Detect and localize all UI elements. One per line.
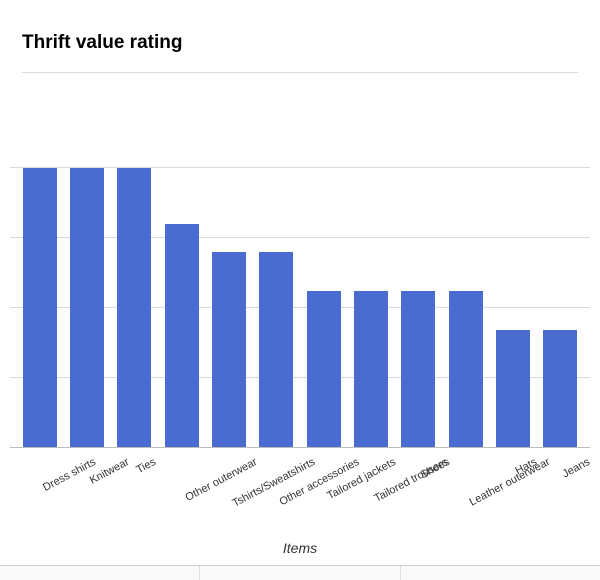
- bar-slot: [442, 168, 489, 448]
- bar-slot: [253, 168, 300, 448]
- x-label: Ties: [135, 456, 159, 476]
- bar-slot: [347, 168, 394, 448]
- bar-slot: [205, 168, 252, 448]
- bar: [307, 291, 341, 448]
- x-label-slot: Ties: [111, 452, 158, 532]
- x-baseline: [10, 447, 590, 448]
- bar-slot: [111, 168, 158, 448]
- bottom-strip-cell: [200, 566, 400, 580]
- bar: [165, 224, 199, 448]
- bar-slot: [537, 168, 584, 448]
- x-label-slot: Tshirts/Sweatshirts: [205, 452, 252, 532]
- x-label-slot: Hats: [489, 452, 536, 532]
- bar: [449, 291, 483, 448]
- bar-slot: [63, 168, 110, 448]
- title-underline: [22, 72, 578, 73]
- x-label-slot: Other outerwear: [158, 452, 205, 532]
- bar: [401, 291, 435, 448]
- bottom-strip-cell: [0, 566, 200, 580]
- x-label-slot: Leather outerwear: [442, 452, 489, 532]
- bar: [354, 291, 388, 448]
- x-label-slot: Other accessories: [253, 452, 300, 532]
- chart-container: Thrift value rating Dress shirtsKnitwear…: [0, 0, 600, 580]
- bottom-strip: [0, 565, 600, 580]
- bars-row: [10, 168, 590, 448]
- x-label: Jeans: [561, 456, 593, 480]
- x-label-slot: Knitwear: [63, 452, 110, 532]
- bar-slot: [16, 168, 63, 448]
- bar-slot: [300, 168, 347, 448]
- x-label: Hats: [513, 456, 539, 477]
- chart-title: Thrift value rating: [22, 32, 182, 54]
- bar-slot: [158, 168, 205, 448]
- bar-slot: [489, 168, 536, 448]
- x-label-slot: Shoes: [395, 452, 442, 532]
- x-label-slot: Tailored jackets: [300, 452, 347, 532]
- bar: [23, 168, 57, 448]
- x-label-slot: Tailored trousers: [347, 452, 394, 532]
- x-labels-row: Dress shirtsKnitwearTiesOther outerwearT…: [10, 452, 590, 532]
- bottom-strip-cell: [401, 566, 600, 580]
- bar: [117, 168, 151, 448]
- x-label-slot: Jeans: [537, 452, 584, 532]
- x-axis-title: Items: [0, 540, 600, 556]
- x-label-slot: Dress shirts: [16, 452, 63, 532]
- plot-area: [10, 168, 590, 448]
- bar: [70, 168, 104, 448]
- bar: [259, 252, 293, 448]
- bar-slot: [395, 168, 442, 448]
- bar: [212, 252, 246, 448]
- bar: [496, 330, 530, 448]
- bar: [543, 330, 577, 448]
